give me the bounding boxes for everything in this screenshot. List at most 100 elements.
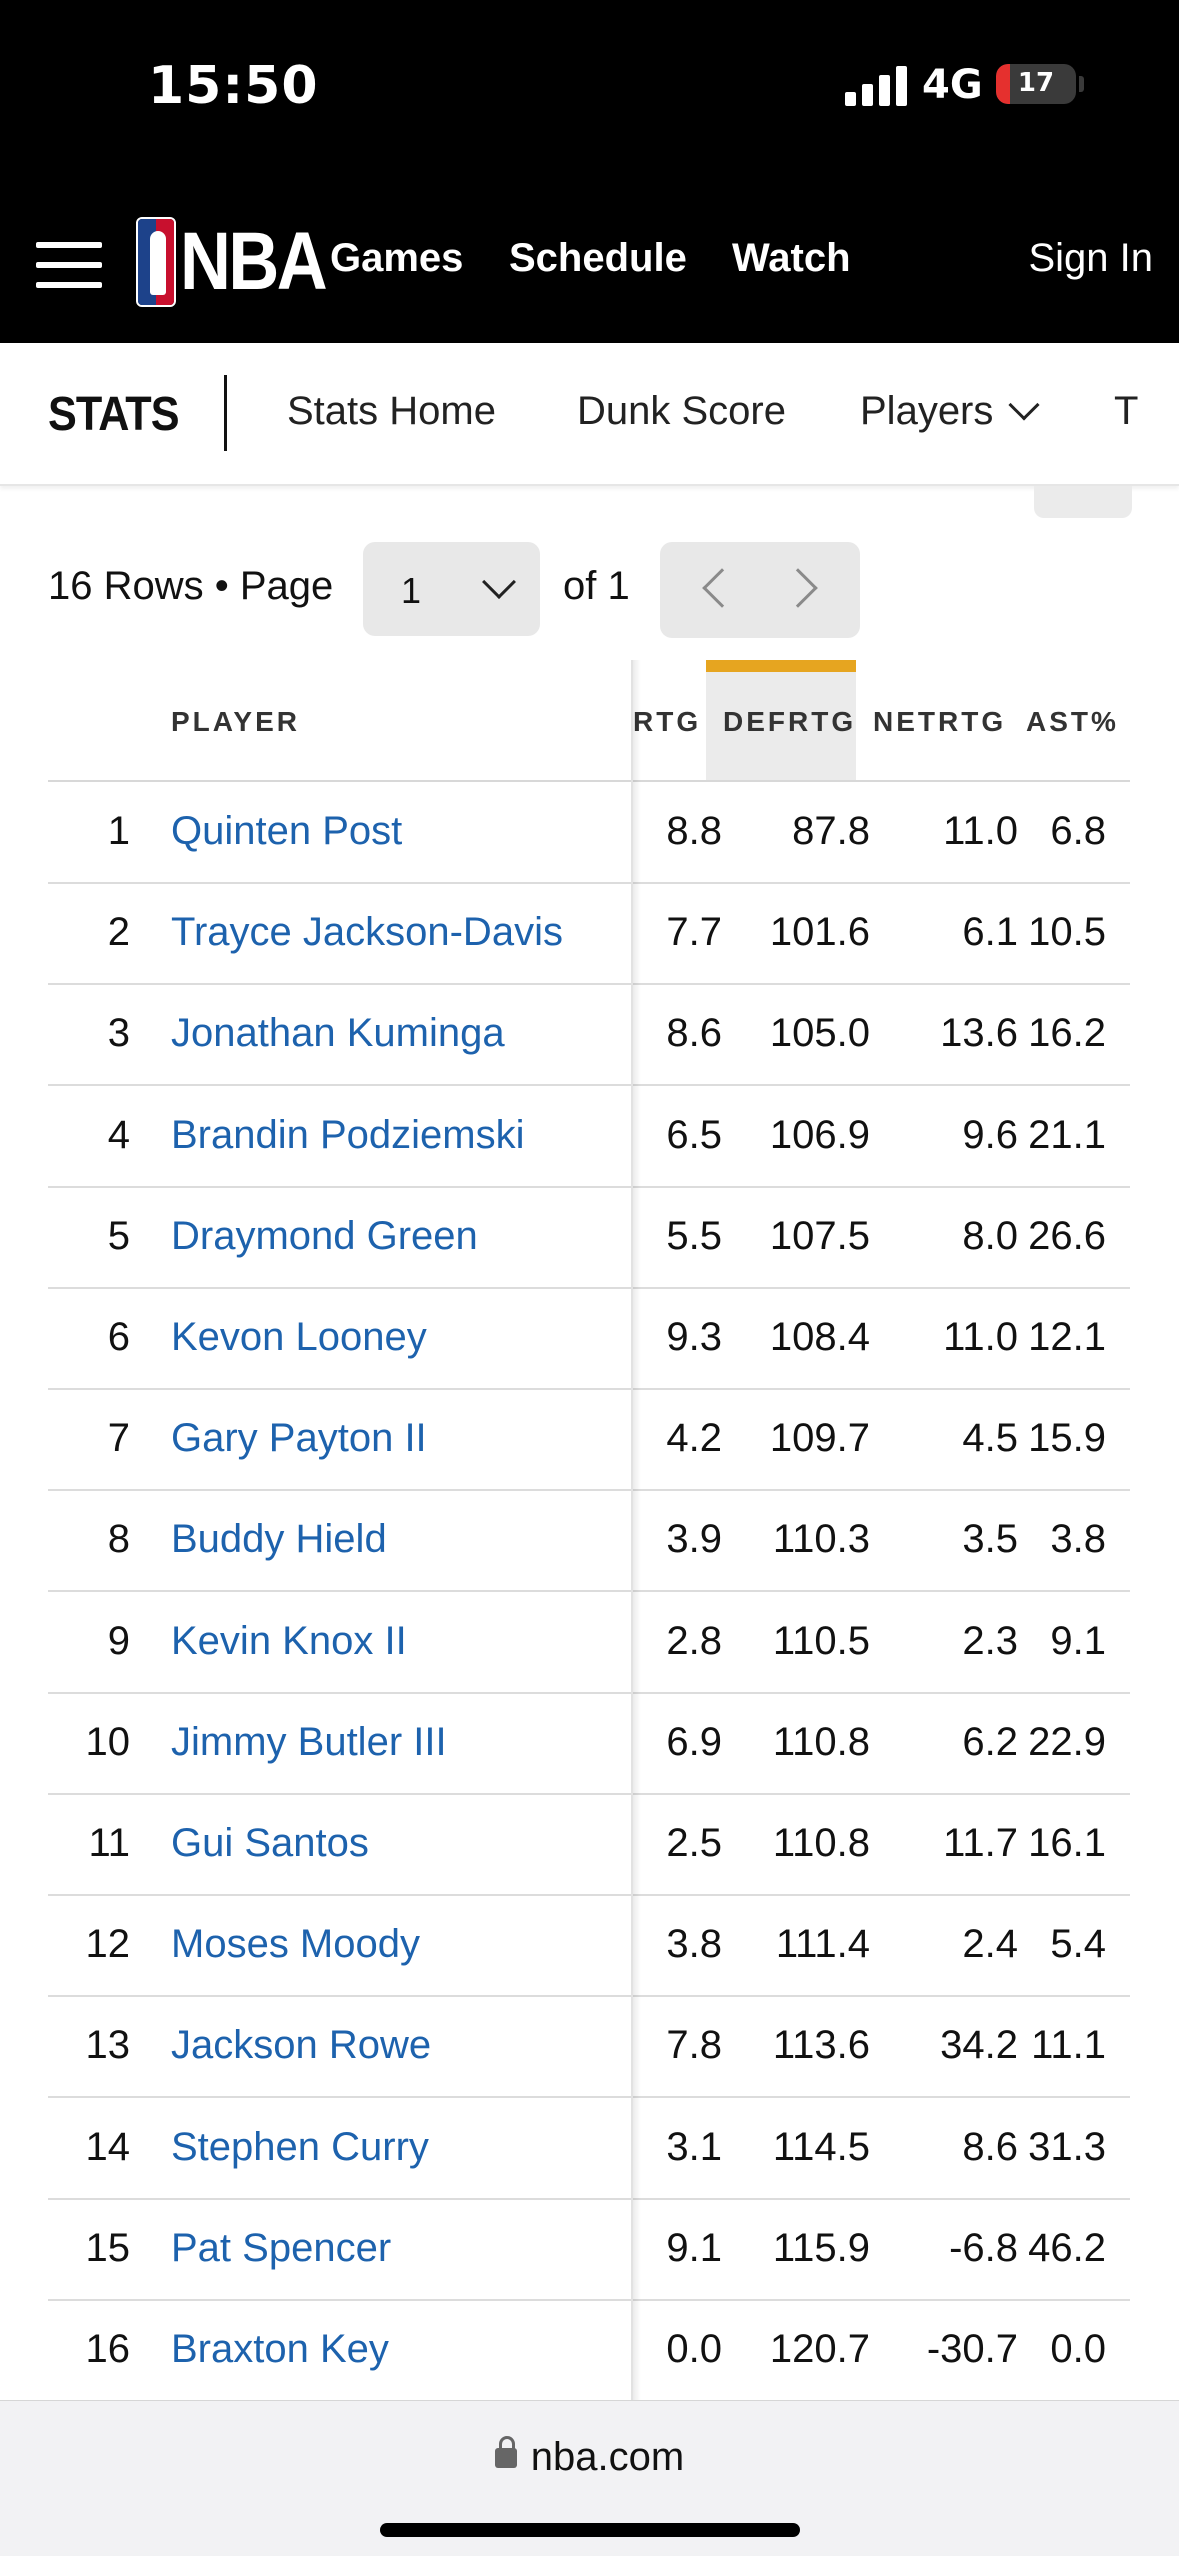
table-row: 8 Buddy Hield 3.9 110.3 3.5 3.8: [48, 1491, 1130, 1593]
filter-tab[interactable]: [1034, 486, 1132, 518]
netrtg-cell: 2.3: [962, 1618, 1018, 1663]
header-offrtg[interactable]: RTG: [633, 706, 702, 737]
table-row: 16 Braxton Key 0.0 120.7 -30.7 0.0: [48, 2301, 1130, 2400]
player-link[interactable]: Trayce Jackson-Davis: [171, 910, 563, 955]
table-row: 14 Stephen Curry 3.1 114.5 8.6 31.3: [48, 2099, 1130, 2200]
battery-cap: [1079, 76, 1084, 92]
rank-cell: 16: [85, 2327, 131, 2371]
player-link[interactable]: Gui Santos: [171, 1821, 369, 1865]
divider: [224, 375, 227, 451]
ast-pct-cell: 12.1: [1028, 1315, 1106, 1359]
next-page-icon[interactable]: [778, 568, 818, 608]
players-label: Players: [860, 389, 994, 433]
player-link[interactable]: Quinten Post: [171, 809, 403, 853]
stats-link-truncated[interactable]: T: [1114, 389, 1139, 433]
address-bar[interactable]: nba.com: [0, 2435, 1179, 2480]
defrtg-cell: 115.9: [772, 2225, 870, 2270]
sign-in-link[interactable]: Sign In: [1028, 236, 1153, 280]
defrtg-cell: 101.6: [769, 910, 870, 955]
player-link[interactable]: Jimmy Butler III: [171, 1719, 447, 1764]
stats-home-link[interactable]: Stats Home: [287, 389, 496, 433]
player-link[interactable]: Draymond Green: [171, 1213, 478, 1258]
offrtg-cell: 6.9: [666, 1719, 722, 1764]
netrtg-cell: -6.8: [949, 2225, 1018, 2270]
ast-pct-cell: 16.1: [1028, 1821, 1106, 1865]
menu-icon[interactable]: [36, 242, 102, 288]
rank-cell: 12: [85, 1922, 131, 1967]
ast-pct-cell: 11.1: [1031, 2023, 1106, 2068]
battery-text: 17: [1017, 68, 1055, 98]
rank-cell: 14: [85, 2124, 131, 2169]
players-dropdown[interactable]: Players: [860, 389, 1040, 434]
home-indicator[interactable]: [380, 2523, 800, 2537]
player-link[interactable]: Pat Spencer: [171, 2225, 392, 2270]
ast-pct-cell: 6.8: [1050, 809, 1106, 853]
header-ast-pct[interactable]: AST%: [1026, 706, 1119, 737]
rank-cell: 6: [107, 1315, 130, 1359]
chevron-down-icon: [482, 565, 516, 599]
netrtg-cell: 13.6: [940, 1011, 1018, 1056]
rank-cell: 5: [107, 1213, 130, 1258]
frozen-column-divider: [631, 660, 641, 2400]
dunk-score-link[interactable]: Dunk Score: [577, 389, 786, 433]
offrtg-cell: 3.8: [666, 1922, 722, 1967]
browser-bar: nba.com: [0, 2400, 1179, 2556]
nav-games[interactable]: Games: [330, 236, 464, 280]
ast-pct-cell: 16.2: [1028, 1011, 1106, 1056]
defrtg-cell: 87.8: [792, 809, 870, 853]
netrtg-cell: 11.0: [943, 1315, 1018, 1359]
offrtg-cell: 7.8: [666, 2023, 722, 2068]
defrtg-cell: 110.8: [772, 1821, 870, 1865]
player-link[interactable]: Jonathan Kuminga: [171, 1011, 505, 1056]
ast-pct-cell: 5.4: [1050, 1922, 1106, 1967]
player-link[interactable]: Gary Payton II: [171, 1416, 427, 1461]
stats-title[interactable]: STATS: [48, 388, 180, 441]
player-link[interactable]: Stephen Curry: [171, 2124, 429, 2169]
table-row: 1 Quinten Post 8.8 87.8 11.0 6.8: [48, 783, 1130, 884]
defrtg-cell: 111.4: [775, 1922, 870, 1967]
nba-logo[interactable]: NBA: [136, 216, 349, 308]
stats-subnav: STATS Stats Home Dunk Score Players T: [0, 343, 1179, 486]
netrtg-cell: -30.7: [926, 2327, 1018, 2371]
status-time: 15:50: [148, 56, 319, 116]
defrtg-cell: 120.7: [769, 2327, 870, 2371]
netrtg-cell: 11.7: [943, 1821, 1018, 1865]
ast-pct-cell: 9.1: [1050, 1618, 1106, 1663]
logo-shield-icon: [136, 217, 176, 307]
netrtg-cell: 2.4: [962, 1922, 1018, 1967]
ast-pct-cell: 0.0: [1050, 2327, 1106, 2371]
pagination: 16 Rows • Page 1 of 1: [48, 542, 1148, 638]
rank-cell: 10: [85, 1719, 131, 1764]
ast-pct-cell: 10.5: [1028, 910, 1106, 955]
prev-page-icon[interactable]: [702, 568, 742, 608]
nav-schedule[interactable]: Schedule: [509, 236, 687, 280]
rank-cell: 15: [85, 2225, 131, 2270]
page-select[interactable]: 1: [363, 542, 540, 636]
header-defrtg[interactable]: DEFRTG: [723, 706, 857, 737]
player-link[interactable]: Braxton Key: [171, 2327, 389, 2371]
header-netrtg[interactable]: NETRTG: [873, 706, 1007, 737]
table-row: 2 Trayce Jackson-Davis 7.7 101.6 6.1 10.5: [48, 884, 1130, 986]
offrtg-cell: 4.2: [666, 1416, 722, 1461]
player-link[interactable]: Buddy Hield: [171, 1517, 387, 1562]
netrtg-cell: 4.5: [962, 1416, 1018, 1461]
offrtg-cell: 9.1: [666, 2225, 722, 2270]
rank-cell: 13: [85, 2023, 131, 2068]
defrtg-cell: 114.5: [772, 2124, 870, 2169]
netrtg-cell: 9.6: [962, 1112, 1018, 1157]
ast-pct-cell: 15.9: [1028, 1416, 1106, 1461]
netrtg-cell: 8.6: [962, 2124, 1018, 2169]
sorted-column-highlight: [706, 660, 856, 782]
defrtg-cell: 105.0: [769, 1011, 870, 1056]
player-link[interactable]: Moses Moody: [171, 1922, 420, 1967]
player-link[interactable]: Brandin Podziemski: [171, 1112, 525, 1157]
battery-icon: 17: [996, 64, 1076, 104]
header-player[interactable]: PLAYER: [171, 706, 301, 737]
nav-watch[interactable]: Watch: [732, 236, 851, 280]
rank-cell: 9: [107, 1618, 130, 1663]
player-link[interactable]: Jackson Rowe: [171, 2023, 432, 2068]
logo-wordmark: NBA: [180, 216, 328, 307]
defrtg-cell: 108.4: [769, 1315, 870, 1359]
player-link[interactable]: Kevin Knox II: [171, 1618, 407, 1663]
player-link[interactable]: Kevon Looney: [171, 1315, 427, 1359]
